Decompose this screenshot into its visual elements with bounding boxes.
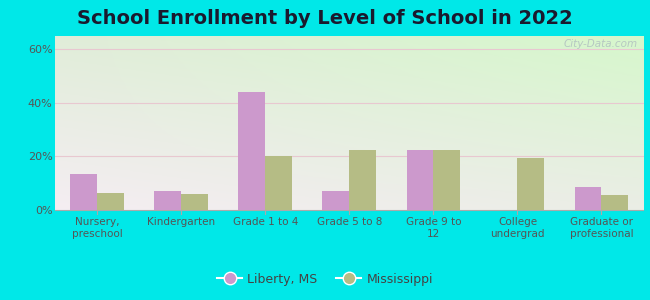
Legend: Liberty, MS, Mississippi: Liberty, MS, Mississippi bbox=[213, 268, 437, 291]
Bar bbox=[575, 187, 601, 210]
Bar bbox=[434, 150, 460, 210]
Bar bbox=[406, 150, 434, 210]
Bar bbox=[322, 191, 349, 210]
Bar bbox=[181, 194, 208, 210]
Bar bbox=[155, 191, 181, 210]
Bar bbox=[517, 158, 544, 210]
Text: City-Data.com: City-Data.com bbox=[564, 40, 638, 50]
Bar bbox=[601, 195, 629, 210]
Bar bbox=[350, 150, 376, 210]
Bar bbox=[98, 193, 124, 210]
Text: School Enrollment by Level of School in 2022: School Enrollment by Level of School in … bbox=[77, 9, 573, 28]
Bar bbox=[239, 92, 265, 210]
Bar bbox=[70, 174, 98, 210]
Bar bbox=[265, 157, 292, 210]
